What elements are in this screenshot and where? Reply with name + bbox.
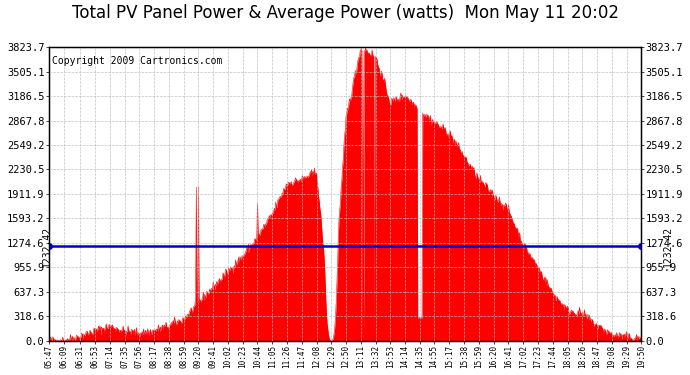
Text: Total PV Panel Power & Average Power (watts)  Mon May 11 20:02: Total PV Panel Power & Average Power (wa… — [72, 4, 618, 22]
Text: 1232.42: 1232.42 — [663, 226, 673, 267]
Text: Copyright 2009 Cartronics.com: Copyright 2009 Cartronics.com — [52, 56, 222, 66]
Text: 1232.42: 1232.42 — [41, 226, 52, 267]
